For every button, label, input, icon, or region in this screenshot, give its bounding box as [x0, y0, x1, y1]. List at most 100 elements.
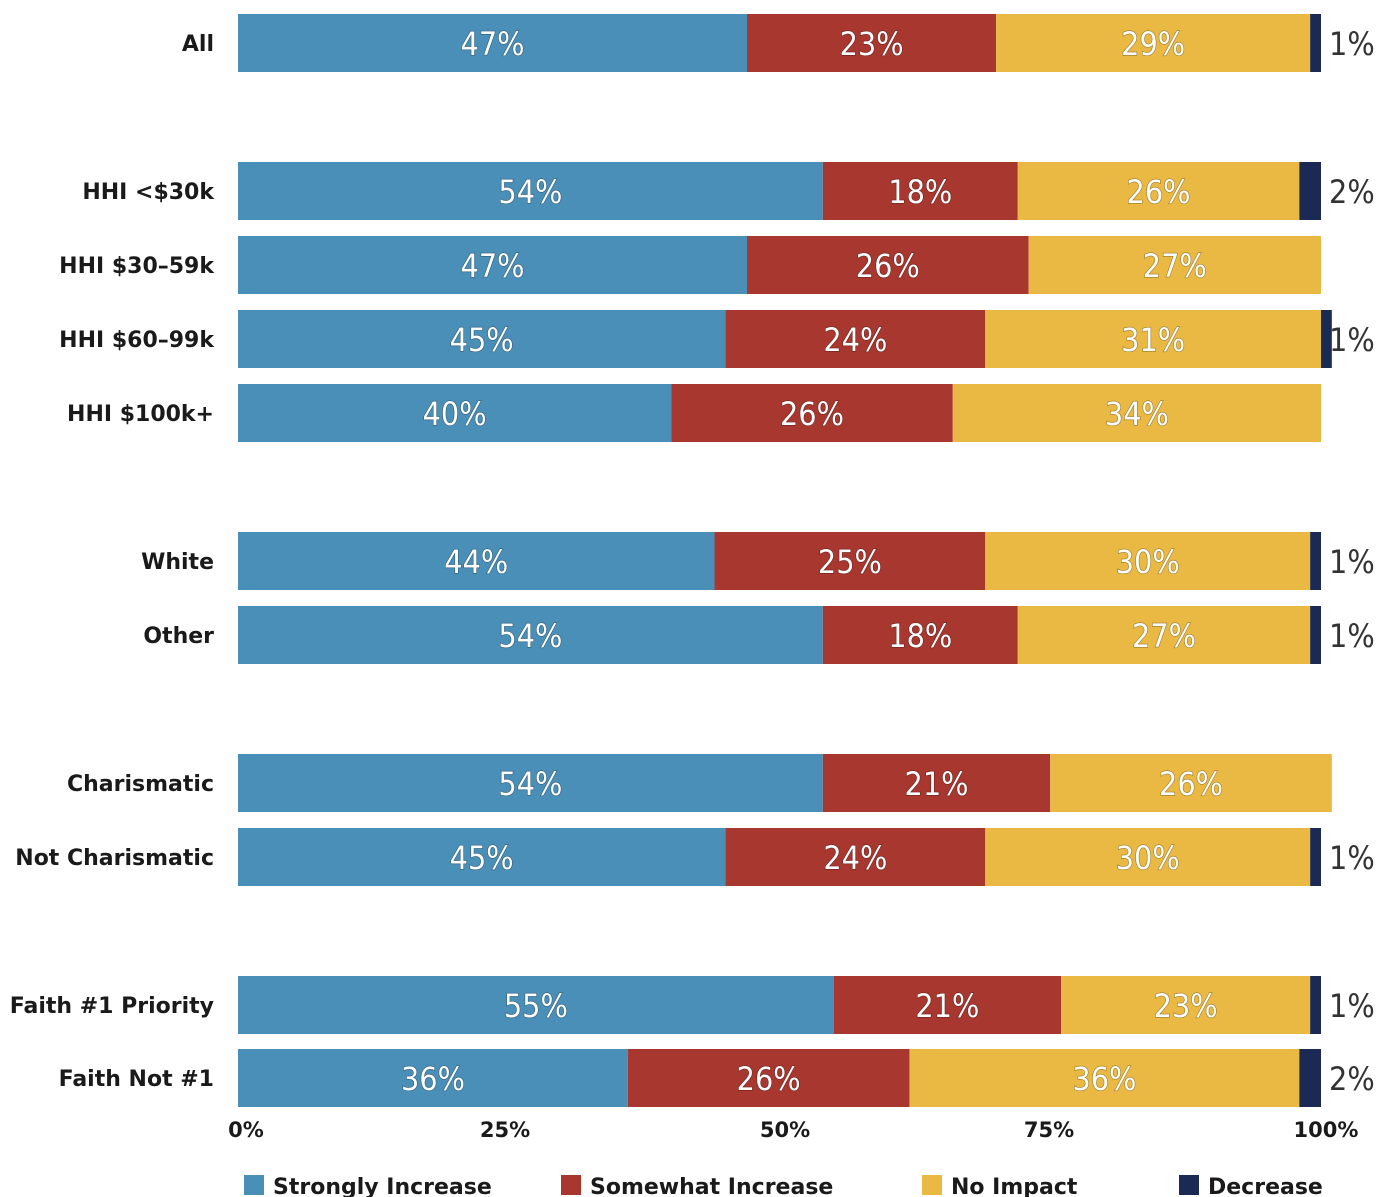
- legend-swatch-no-impact: [922, 1175, 942, 1195]
- category-labels: All HHI <$30k HHI $30–59k HHI $60–99k HHI $1…: [10, 32, 216, 1092]
- bar-segment-faith-1-priority-decrease: [1310, 976, 1321, 1034]
- data-label-hhi-30k-somewhat-increase: 18%: [888, 173, 952, 211]
- legend-swatch-somewhat-increase: [561, 1175, 581, 1195]
- legend-label-no-impact: No Impact: [951, 1175, 1078, 1197]
- legend-swatch-strongly-increase: [244, 1175, 264, 1195]
- data-label-faith-not-1-somewhat-increase: 26%: [737, 1060, 801, 1098]
- bar-segment-other-somewhat-increase: [822, 606, 1018, 664]
- data-label-faith-not-1-strongly-increase: 36%: [401, 1060, 465, 1098]
- x-tick-label-0: 0%: [228, 1118, 264, 1142]
- category-label-hhi-100k: HHI $100k+: [67, 402, 214, 427]
- data-label-hhi-30-59k-somewhat-increase: 26%: [856, 247, 920, 285]
- bar-segment-hhi-30k-somewhat-increase: [822, 162, 1018, 220]
- bar-segment-hhi-60-99k-decrease: [1321, 310, 1332, 368]
- bar-segment-hhi-30-59k-strongly-increase: [238, 236, 748, 294]
- bar-segment-not-charismatic-strongly-increase: [238, 828, 726, 886]
- x-tick-label-50: 50%: [760, 1118, 810, 1142]
- bar-segment-not-charismatic-no-impact: [985, 828, 1311, 886]
- data-label-not-charismatic-decrease: 1%: [1329, 839, 1375, 877]
- data-label-charismatic-somewhat-increase: 21%: [905, 765, 969, 803]
- data-label-all-decrease: 1%: [1329, 25, 1375, 63]
- data-label-hhi-30k-no-impact: 26%: [1127, 173, 1191, 211]
- category-label-hhi-30-59k: HHI $30–59k: [59, 254, 215, 279]
- bar-segment-all-somewhat-increase: [747, 14, 997, 72]
- data-label-all-somewhat-increase: 23%: [840, 25, 904, 63]
- bar-segment-all-decrease: [1310, 14, 1321, 72]
- category-label-not-charismatic: Not Charismatic: [15, 846, 214, 871]
- legend-label-decrease: Decrease: [1208, 1175, 1323, 1197]
- bar-segment-white-no-impact: [985, 532, 1311, 590]
- data-label-hhi-100k-no-impact: 34%: [1105, 395, 1169, 433]
- data-label-charismatic-no-impact: 26%: [1159, 765, 1223, 803]
- bar-segment-all-strongly-increase: [238, 14, 748, 72]
- bars-layer: 47% 23% 29% 1% 54% 18% 26% 2% 47% 26% 27% 45% 24% 31%…: [238, 14, 1375, 1107]
- bar-segment-hhi-30k-decrease: [1299, 162, 1321, 220]
- data-label-hhi-30k-strongly-increase: 54%: [498, 173, 562, 211]
- data-label-all-no-impact: 29%: [1121, 25, 1185, 63]
- bar-segment-faith-not-1-somewhat-increase: [627, 1049, 910, 1107]
- data-label-other-strongly-increase: 54%: [498, 617, 562, 655]
- bar-segment-white-somewhat-increase: [714, 532, 986, 590]
- bar-segment-hhi-30-59k-no-impact: [1028, 236, 1321, 294]
- category-label-other: Other: [143, 624, 214, 649]
- bar-segment-faith-not-1-no-impact: [909, 1049, 1300, 1107]
- bar-segment-not-charismatic-somewhat-increase: [725, 828, 986, 886]
- data-label-hhi-60-99k-no-impact: 31%: [1121, 321, 1185, 359]
- data-label-white-strongly-increase: 44%: [444, 543, 508, 581]
- bar-segment-hhi-100k-no-impact: [952, 384, 1321, 442]
- category-label-faith-1-priority: Faith #1 Priority: [10, 994, 214, 1019]
- data-label-white-decrease: 1%: [1329, 543, 1375, 581]
- data-label-faith-not-1-no-impact: 36%: [1072, 1060, 1136, 1098]
- bar-segment-hhi-30k-no-impact: [1017, 162, 1300, 220]
- bar-segment-other-strongly-increase: [238, 606, 823, 664]
- bar-segment-other-decrease: [1310, 606, 1321, 664]
- x-axis-ticks: 0% 25% 50% 75% 100%: [228, 1118, 1358, 1142]
- bar-segment-hhi-100k-strongly-increase: [238, 384, 672, 442]
- bar-segment-hhi-60-99k-somewhat-increase: [725, 310, 986, 368]
- category-label-hhi-30k: HHI <$30k: [82, 180, 215, 205]
- bar-segment-faith-1-priority-no-impact: [1061, 976, 1311, 1034]
- data-label-hhi-60-99k-strongly-increase: 45%: [450, 321, 514, 359]
- data-label-faith-1-priority-decrease: 1%: [1329, 987, 1375, 1025]
- bar-segment-all-no-impact: [996, 14, 1311, 72]
- data-label-all-strongly-increase: 47%: [461, 25, 525, 63]
- data-label-faith-1-priority-no-impact: 23%: [1154, 987, 1218, 1025]
- bar-segment-charismatic-somewhat-increase: [822, 754, 1051, 812]
- data-label-other-no-impact: 27%: [1132, 617, 1196, 655]
- data-label-hhi-30k-decrease: 2%: [1329, 173, 1375, 211]
- legend-swatch-decrease: [1179, 1175, 1199, 1195]
- data-label-faith-1-priority-somewhat-increase: 21%: [915, 987, 979, 1025]
- x-tick-label-100: 100%: [1294, 1118, 1359, 1142]
- data-label-hhi-30-59k-strongly-increase: 47%: [461, 247, 525, 285]
- data-label-white-no-impact: 30%: [1116, 543, 1180, 581]
- data-label-not-charismatic-somewhat-increase: 24%: [823, 839, 887, 877]
- data-label-hhi-100k-strongly-increase: 40%: [423, 395, 487, 433]
- bar-segment-charismatic-no-impact: [1050, 754, 1332, 812]
- data-label-hhi-60-99k-decrease: 1%: [1329, 321, 1375, 359]
- bar-segment-white-decrease: [1310, 532, 1321, 590]
- bar-segment-white-strongly-increase: [238, 532, 715, 590]
- bar-segment-faith-not-1-strongly-increase: [238, 1049, 628, 1107]
- data-label-charismatic-strongly-increase: 54%: [498, 765, 562, 803]
- category-label-charismatic: Charismatic: [67, 772, 214, 797]
- data-label-hhi-30-59k-no-impact: 27%: [1143, 247, 1207, 285]
- data-label-other-somewhat-increase: 18%: [888, 617, 952, 655]
- bar-segment-hhi-100k-somewhat-increase: [671, 384, 953, 442]
- category-label-white: White: [141, 550, 214, 575]
- bar-segment-hhi-30k-strongly-increase: [238, 162, 823, 220]
- bar-segment-charismatic-strongly-increase: [238, 754, 823, 812]
- data-label-not-charismatic-no-impact: 30%: [1116, 839, 1180, 877]
- data-label-faith-1-priority-strongly-increase: 55%: [504, 987, 568, 1025]
- category-label-all: All: [182, 32, 214, 57]
- legend: Strongly Increase Somewhat Increase No Imp…: [244, 1175, 1323, 1197]
- data-label-not-charismatic-strongly-increase: 45%: [450, 839, 514, 877]
- data-label-other-decrease: 1%: [1329, 617, 1375, 655]
- category-label-hhi-60-99k: HHI $60–99k: [59, 328, 215, 353]
- data-label-white-somewhat-increase: 25%: [818, 543, 882, 581]
- data-label-hhi-100k-somewhat-increase: 26%: [780, 395, 844, 433]
- bar-segment-other-no-impact: [1017, 606, 1311, 664]
- legend-label-somewhat-increase: Somewhat Increase: [590, 1175, 833, 1197]
- x-tick-label-75: 75%: [1024, 1118, 1074, 1142]
- category-label-faith-not-1: Faith Not #1: [59, 1067, 214, 1092]
